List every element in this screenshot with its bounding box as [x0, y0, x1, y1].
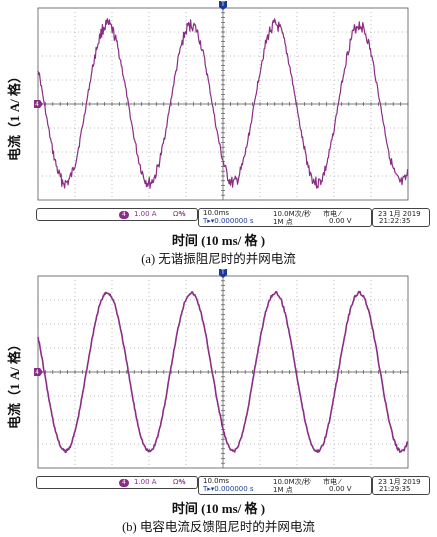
channel-marker-icon: 4: [34, 100, 43, 108]
figure-caption: (b) 电容电流反馈阻尼时的并网电流: [122, 520, 315, 534]
timebase-box: 10.0ms T▸▾0.000000 s 10.0M次/秒 1M 点 市电 ⁄ …: [198, 208, 372, 227]
trigger-level: 0.00 V: [329, 485, 352, 493]
y-axis-label: 电流（1 A/ 格）: [6, 337, 22, 429]
svg-text:4: 4: [35, 101, 39, 108]
figure-caption: (a) 无谐振阻尼时的并网电流: [141, 252, 296, 266]
channel-badge: 4: [119, 211, 129, 219]
trigger-level: 0.00 V: [329, 217, 352, 225]
channel-scale: 1.00 A: [134, 210, 157, 218]
date: 23 1月 2019: [378, 210, 421, 218]
oscilloscope-screen: T4: [34, 1, 409, 201]
current-waveform-trace: [37, 18, 409, 189]
channel-marker-icon: 4: [34, 368, 43, 376]
status-bar: 4 1.00 A Ω℁ 10.0ms T▸▾0.000000 s 10.0M次/…: [34, 476, 430, 495]
center-axes: [37, 7, 409, 200]
timebase-box: 10.0ms T▸▾0.000000 s 10.0M次/秒 1M 点 市电 ⁄ …: [198, 476, 372, 495]
sample-rate: 10.0M次/秒: [273, 210, 311, 218]
x-axis-label: 时间 (10 ms/ 格 ): [171, 233, 266, 248]
channel-scale: 1.00 A: [134, 478, 157, 486]
center-axes: [37, 275, 409, 468]
trigger-marker-icon: T: [219, 1, 227, 10]
x-axis-label: 时间 (10 ms/ 格 ): [171, 501, 266, 516]
trigger-source: 市电 ⁄: [323, 478, 341, 486]
status-bar: 4 1.00 A Ω℁ 10.0ms T▸▾0.000000 s 10.0M次/…: [34, 208, 430, 227]
oscilloscope-screen: T4: [34, 269, 409, 469]
sample-rate: 10.0M次/秒: [273, 478, 311, 486]
time: 21:29:35: [379, 485, 411, 493]
channel-badge: 4: [119, 479, 129, 487]
svg-text:4: 4: [35, 369, 39, 376]
coupling-icon: Ω℁: [173, 210, 186, 218]
datetime-box: 23 1月 2019 21:29:35: [372, 476, 430, 495]
record-length: 1M 点: [273, 486, 293, 494]
date: 23 1月 2019: [378, 478, 421, 486]
coupling-icon: Ω℁: [173, 478, 186, 486]
y-axis-label: 电流（1 A/ 格）: [6, 69, 22, 161]
trigger-position: T▸▾0.000000 s: [203, 217, 254, 225]
channel-box: 4 1.00 A Ω℁: [36, 476, 198, 489]
trigger-position: T▸▾0.000000 s: [203, 485, 254, 493]
timebase: 10.0ms: [203, 477, 230, 485]
trigger-source: 市电 ⁄: [323, 210, 341, 218]
current-waveform-trace: [37, 290, 409, 454]
record-length: 1M 点: [273, 218, 293, 226]
svg-text:T: T: [220, 269, 225, 276]
timebase: 10.0ms: [203, 209, 230, 217]
svg-text:T: T: [220, 1, 225, 8]
channel-box: 4 1.00 A Ω℁: [36, 208, 198, 221]
datetime-box: 23 1月 2019 21:22:35: [372, 208, 430, 227]
time: 21:22:35: [379, 217, 411, 225]
trigger-marker-icon: T: [219, 269, 227, 278]
